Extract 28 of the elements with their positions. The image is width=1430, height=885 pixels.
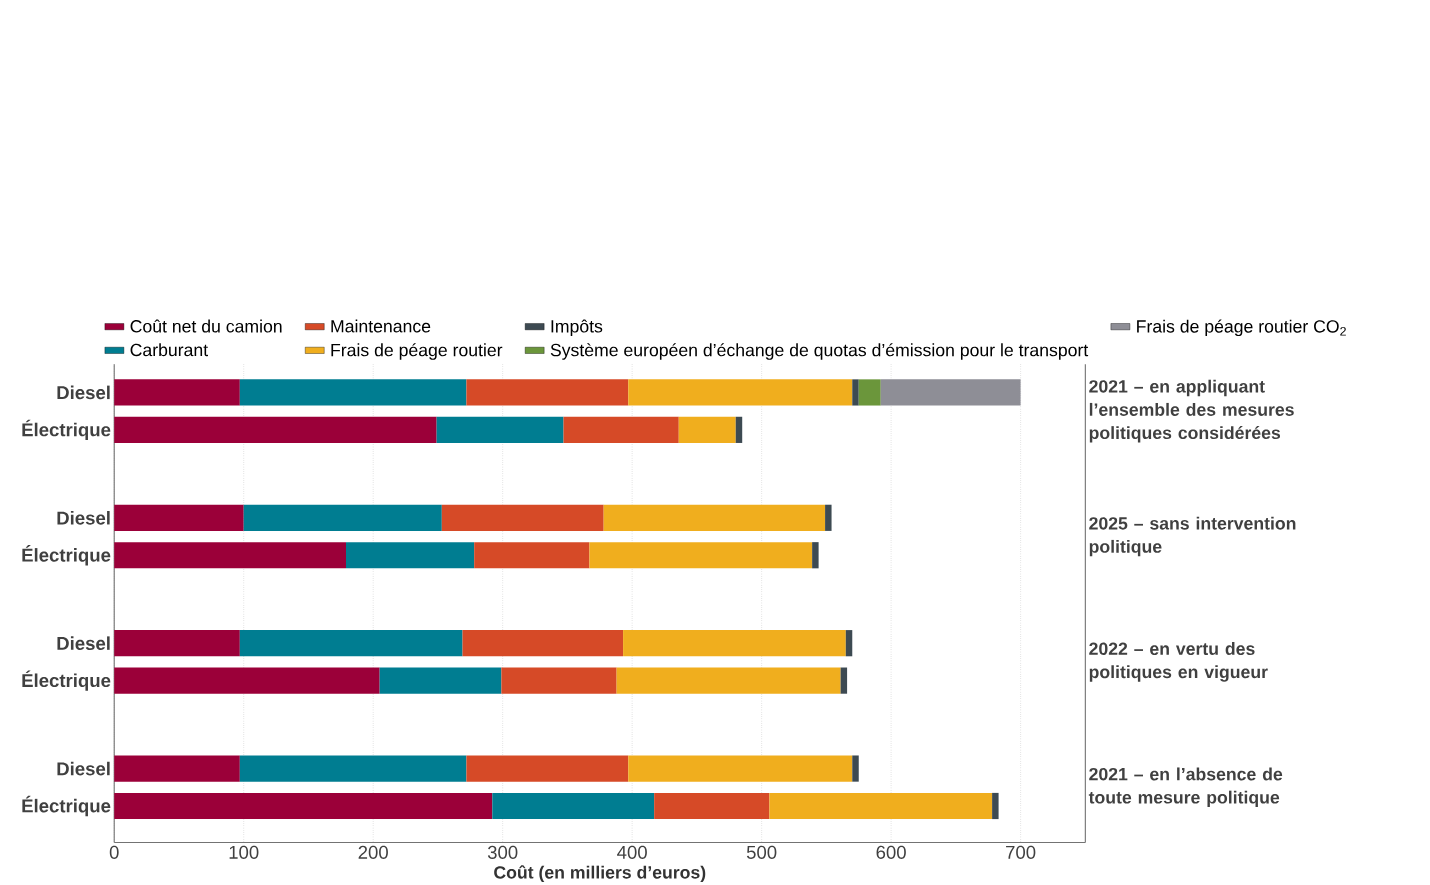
text: 2021 – en appliquant l’ensemble des mesures politiques considérées: [1089, 379, 1294, 443]
legend-label: Impôts: [551, 319, 603, 336]
y-tick-label: Électrique: [22, 419, 111, 440]
text: 2025 – sans intervention politique: [1089, 516, 1296, 557]
legend-label: Carburant: [130, 343, 208, 357]
legend-label: Frais de péage routier: [331, 343, 503, 360]
x-tick-label: 0: [109, 845, 119, 859]
y-tick-label: Électrique: [22, 670, 111, 691]
y-tick-label: Diesel: [57, 761, 110, 776]
y-tick-label: Électrique: [22, 544, 111, 566]
y-tick-label: Diesel: [57, 636, 110, 650]
x-tick-label: 700: [1006, 845, 1036, 859]
y-tick-label: Électrique: [22, 795, 111, 817]
x-tick-label: 300: [487, 845, 518, 859]
legend-label: Coût net du camion: [130, 319, 282, 333]
legend-label: Maintenance: [331, 319, 431, 333]
text: 2021 – en l’absence de toute mesure politique: [1088, 767, 1283, 808]
text: 2022 – en vertu des politiques en vigueur: [1089, 641, 1268, 682]
x-tick-label: 600: [876, 845, 906, 859]
x-axis-title: Coût (en milliers d’euros): [494, 865, 706, 883]
y-tick-label: Diesel: [57, 385, 110, 400]
legend-label: Système européen d’échange de quotas d’émission pour le transport: [550, 343, 1089, 360]
x-tick-label: 200: [358, 845, 388, 859]
legend-label: Frais de péage routier CO$_{2}$: [1137, 319, 1346, 337]
x-tick-label: 100: [229, 845, 259, 859]
x-tick-label: 400: [617, 845, 647, 859]
y-tick-label: Diesel: [57, 510, 110, 525]
x-tick-label: 500: [746, 845, 777, 859]
